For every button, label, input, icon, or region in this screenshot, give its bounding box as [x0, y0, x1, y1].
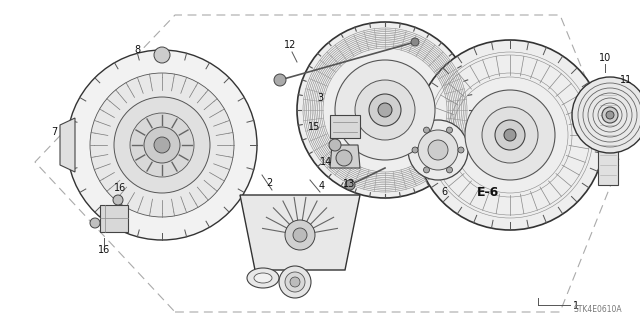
Circle shape	[482, 107, 538, 163]
Circle shape	[329, 139, 341, 151]
Circle shape	[90, 218, 100, 228]
Circle shape	[418, 130, 458, 170]
Text: 7: 7	[51, 127, 57, 137]
Circle shape	[336, 150, 352, 166]
Polygon shape	[60, 118, 75, 172]
Text: 10: 10	[599, 53, 611, 63]
Circle shape	[424, 167, 429, 173]
Circle shape	[279, 266, 311, 298]
Circle shape	[297, 22, 473, 198]
Text: 14: 14	[320, 157, 332, 167]
Text: E-6: E-6	[477, 186, 499, 198]
Circle shape	[411, 38, 419, 46]
Circle shape	[90, 73, 234, 217]
Text: 13: 13	[343, 179, 355, 189]
Polygon shape	[598, 80, 618, 185]
Polygon shape	[240, 195, 360, 270]
Circle shape	[154, 137, 170, 153]
Circle shape	[335, 60, 435, 160]
Circle shape	[465, 90, 555, 180]
Circle shape	[378, 103, 392, 117]
Polygon shape	[330, 115, 360, 138]
Text: 8: 8	[134, 45, 140, 55]
Circle shape	[458, 147, 464, 153]
Circle shape	[424, 127, 429, 133]
Text: 1: 1	[573, 301, 579, 311]
Circle shape	[144, 127, 180, 163]
Circle shape	[495, 120, 525, 150]
Text: 12: 12	[284, 40, 296, 50]
Circle shape	[67, 50, 257, 240]
Circle shape	[412, 147, 418, 153]
Text: 2: 2	[266, 178, 272, 188]
Circle shape	[274, 74, 286, 86]
Text: STK4E0610A: STK4E0610A	[573, 305, 622, 314]
Circle shape	[154, 47, 170, 63]
Circle shape	[602, 107, 618, 123]
Ellipse shape	[254, 273, 272, 283]
Polygon shape	[100, 205, 128, 232]
Circle shape	[114, 97, 210, 193]
Text: 15: 15	[308, 122, 320, 132]
Circle shape	[504, 129, 516, 141]
Circle shape	[408, 120, 468, 180]
Circle shape	[369, 94, 401, 126]
Circle shape	[130, 113, 194, 177]
Text: 6: 6	[441, 187, 447, 197]
Polygon shape	[330, 145, 360, 168]
Circle shape	[447, 167, 452, 173]
Text: 11: 11	[620, 75, 632, 85]
Circle shape	[606, 111, 614, 119]
Circle shape	[285, 272, 305, 292]
Circle shape	[447, 127, 452, 133]
Ellipse shape	[247, 268, 279, 288]
Circle shape	[415, 40, 605, 230]
Text: 16: 16	[114, 183, 126, 193]
Circle shape	[293, 228, 307, 242]
Circle shape	[572, 77, 640, 153]
Text: 3: 3	[317, 93, 323, 103]
Circle shape	[290, 277, 300, 287]
Circle shape	[345, 180, 355, 190]
Circle shape	[285, 220, 315, 250]
Text: 4: 4	[319, 181, 325, 191]
Circle shape	[428, 140, 448, 160]
Circle shape	[113, 195, 123, 205]
Circle shape	[355, 80, 415, 140]
Text: 16: 16	[98, 245, 110, 255]
